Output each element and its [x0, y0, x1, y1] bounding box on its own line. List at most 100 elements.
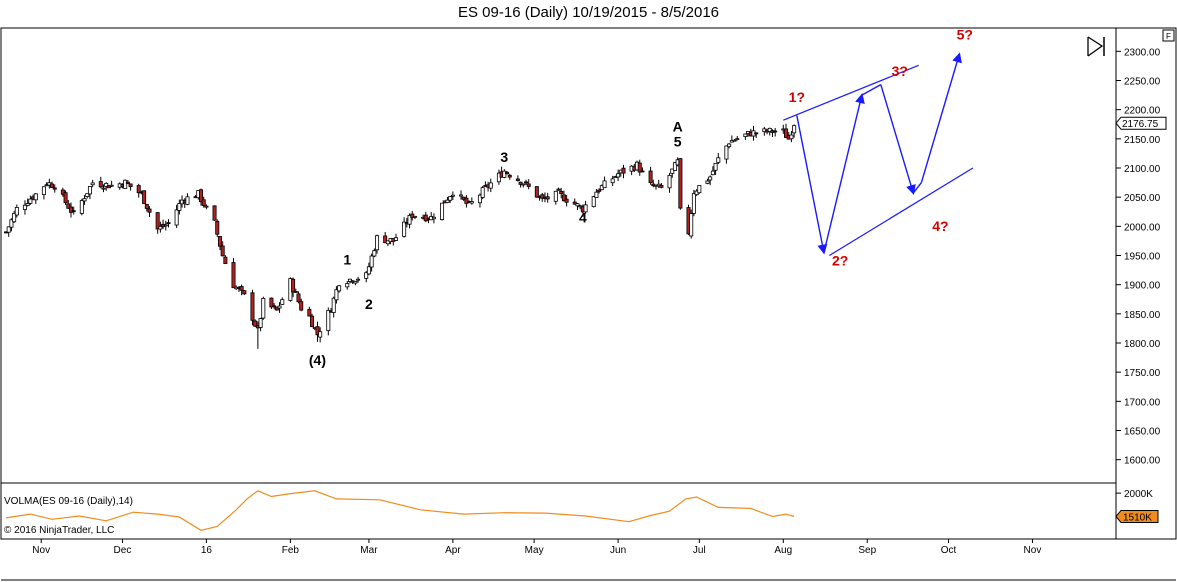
candle-body — [602, 180, 607, 189]
wave-label: 4 — [579, 209, 587, 225]
candle-body — [198, 189, 203, 203]
wave-label: 1 — [343, 251, 351, 267]
candle-body — [220, 245, 225, 257]
x-tick-label: Dec — [114, 545, 132, 556]
candle-body — [648, 170, 653, 183]
candle-body — [14, 207, 19, 216]
candle-body — [166, 222, 171, 225]
candle-body — [402, 221, 407, 237]
last-price-label: 2176.75 — [1122, 119, 1159, 130]
candle-body — [488, 182, 493, 189]
candle-body — [524, 181, 529, 184]
candle-body — [518, 181, 523, 185]
candle-body — [637, 162, 642, 173]
projection-arrow — [823, 93, 865, 253]
candle-body — [307, 308, 312, 317]
volume-y-tick-label: 2000K — [1124, 489, 1153, 500]
candle-body — [60, 189, 65, 195]
candle-body — [564, 198, 569, 203]
x-tick-label: Jun — [610, 545, 626, 556]
play-to-end-icon[interactable] — [1087, 36, 1105, 57]
copyright-text: © 2016 NinjaTrader, LLC — [4, 525, 114, 536]
projection-channel — [783, 64, 974, 257]
candle-body — [754, 132, 759, 135]
candle-body — [128, 183, 133, 188]
candle-body — [163, 224, 168, 227]
candle-body — [345, 283, 350, 288]
panel-badge[interactable] — [1162, 29, 1175, 42]
candle-body — [293, 291, 298, 293]
candle-body — [106, 185, 111, 189]
candle-body — [708, 176, 713, 181]
candle-body — [25, 203, 30, 206]
y-tick-label: 1600.00 — [1124, 456, 1161, 467]
candle-body — [469, 201, 474, 204]
candle-body — [185, 196, 190, 205]
candle-body — [521, 183, 526, 186]
wave-label: A — [673, 118, 683, 134]
candle-body — [274, 306, 279, 311]
candle-body — [353, 281, 358, 284]
candle-body — [727, 143, 732, 148]
candle-body — [22, 204, 27, 210]
candle-body — [9, 219, 14, 228]
price-panel — [0, 27, 1117, 484]
candle-body — [347, 278, 352, 282]
candle-body — [458, 194, 463, 197]
projection-arrow — [912, 182, 922, 194]
candle-body — [507, 174, 512, 178]
y-tick-label: 1650.00 — [1124, 427, 1161, 438]
candle-body — [575, 203, 580, 207]
candle-body — [464, 197, 469, 204]
candle-body — [242, 290, 247, 295]
x-tick-label: Jul — [693, 545, 706, 556]
candle-body — [583, 204, 588, 213]
candle-body — [667, 174, 672, 189]
candle-body — [101, 187, 106, 190]
chart-title: ES 09-16 (Daily) 10/19/2015 - 8/5/2016 — [458, 4, 719, 21]
candle-body — [515, 178, 520, 181]
y-tick-label: 1950.00 — [1124, 252, 1161, 263]
candle-body — [87, 186, 92, 195]
channel-line — [783, 64, 919, 121]
candle-body — [732, 139, 737, 142]
candle-body — [253, 320, 258, 327]
candle-body — [364, 272, 369, 279]
candle-body — [63, 192, 68, 204]
candle-body — [505, 171, 510, 175]
candle-body — [767, 127, 772, 132]
candle-body — [272, 305, 277, 308]
projected-wave-label: 2? — [832, 252, 848, 268]
candle-body — [125, 181, 130, 184]
projection-arrow — [920, 52, 962, 183]
candle-body — [678, 158, 683, 209]
candle-body — [559, 190, 564, 194]
candle-body — [545, 196, 550, 200]
candle-body — [66, 203, 71, 209]
candle-body — [572, 201, 577, 205]
y-tick-label: 1900.00 — [1124, 281, 1161, 292]
y-tick-label: 1700.00 — [1124, 397, 1161, 408]
candle-body — [789, 134, 794, 140]
candle-body — [280, 299, 285, 305]
candle-body — [410, 213, 415, 218]
candle-body — [477, 194, 482, 204]
candle-body — [82, 198, 87, 202]
y-tick-label: 2100.00 — [1124, 164, 1161, 175]
candle-body — [710, 170, 715, 176]
candle-body — [697, 185, 702, 194]
projected-wave-label: 3? — [892, 63, 908, 79]
candle-body — [69, 206, 74, 213]
candle-body — [50, 183, 55, 188]
volume-ma-line — [5, 490, 795, 531]
candle-body — [792, 125, 797, 134]
candle-body — [104, 182, 109, 187]
candle-body — [258, 318, 263, 328]
candle-body — [136, 185, 141, 194]
y-tick-label: 1850.00 — [1124, 310, 1161, 321]
candle-body — [705, 180, 710, 184]
candle-body — [431, 216, 436, 220]
candle-body — [375, 235, 380, 251]
wave-label: (4) — [309, 352, 326, 368]
